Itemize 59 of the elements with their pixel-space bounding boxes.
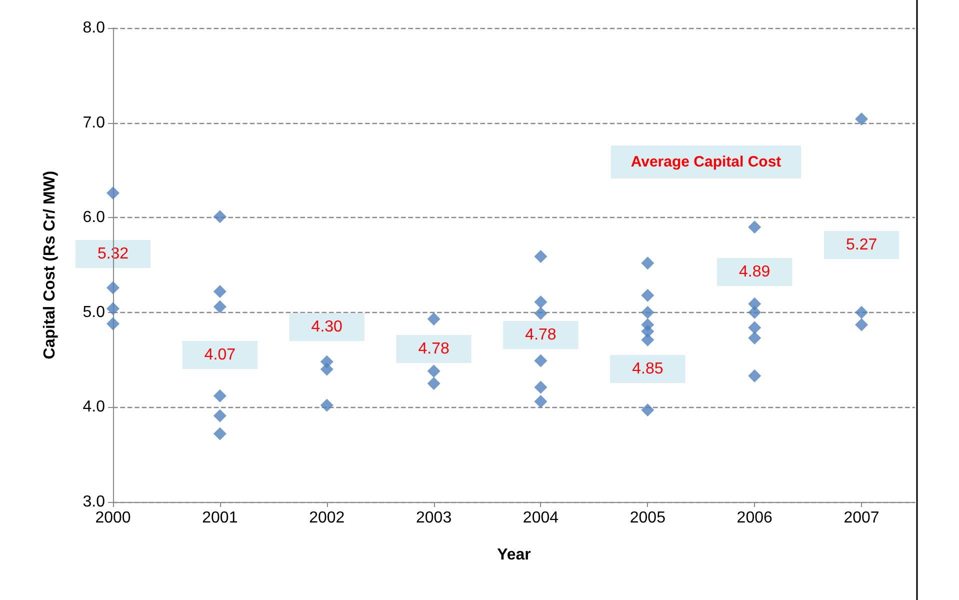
point	[748, 321, 762, 334]
point	[534, 395, 548, 408]
point	[534, 295, 548, 308]
point	[534, 306, 548, 320]
point	[534, 380, 548, 394]
annotation: 4.30	[311, 318, 343, 336]
point	[106, 317, 120, 330]
point	[748, 220, 762, 234]
annotation: 4.85	[632, 360, 664, 378]
x-tick-label: 2004	[522, 510, 559, 526]
x-tick-label: 2003	[416, 510, 452, 526]
point	[427, 377, 440, 390]
y-tick-label: 6.0	[82, 209, 106, 226]
point	[855, 318, 868, 332]
x-tick-label: 2000	[95, 510, 131, 526]
y-tick-label: 8.0	[82, 20, 106, 36]
annotation: 4.07	[204, 346, 236, 364]
y-tick-label: 4.0	[82, 398, 106, 416]
annotation: 4.89	[739, 264, 770, 280]
x-tick-label: 2002	[309, 510, 345, 526]
point	[748, 369, 762, 382]
point	[320, 362, 334, 376]
point	[106, 302, 120, 316]
annotation: 5.27	[846, 236, 878, 254]
point	[641, 306, 654, 319]
x-axis-title: Year	[497, 546, 531, 564]
point	[106, 186, 120, 200]
point	[320, 398, 334, 412]
point	[213, 389, 226, 402]
point	[748, 331, 762, 344]
y-tick-label: 3.0	[82, 494, 106, 510]
point	[213, 427, 226, 440]
point	[213, 409, 226, 422]
point	[213, 300, 226, 314]
x-tick-label: 2007	[844, 510, 880, 526]
point	[213, 210, 226, 224]
point	[641, 288, 654, 302]
point	[641, 404, 654, 417]
point	[534, 250, 548, 263]
point	[106, 281, 120, 294]
y-tick-label: 7.0	[82, 114, 106, 132]
y-axis-title: Capital Cost (Rs Cr/ MW)	[42, 170, 58, 360]
point	[855, 306, 868, 319]
point	[427, 364, 440, 378]
x-tick-label: 2005	[630, 510, 666, 526]
point	[748, 306, 762, 319]
y-tick-label: 5.0	[82, 304, 106, 321]
annotation: 5.32	[97, 246, 129, 262]
point	[855, 112, 868, 126]
x-tick-label: 2006	[736, 510, 772, 526]
point	[427, 312, 440, 326]
point	[534, 354, 548, 368]
annotation: Average Capital Cost	[630, 154, 782, 170]
point	[213, 285, 226, 298]
point	[641, 333, 654, 346]
point	[641, 256, 654, 270]
x-tick-label: 2001	[202, 510, 238, 526]
annotation: 4.78	[525, 326, 556, 344]
annotation: 4.78	[418, 340, 450, 358]
